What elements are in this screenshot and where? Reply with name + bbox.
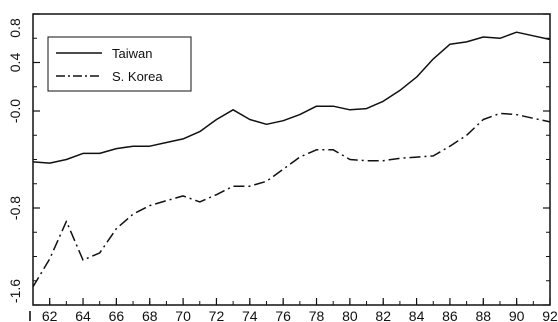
legend-box	[47, 36, 192, 92]
data-point-s-korea	[198, 200, 201, 203]
x-tick-label: 70	[175, 308, 191, 322]
data-point-s-korea	[115, 227, 118, 230]
x-tick-label: 90	[509, 308, 525, 322]
data-point-s-korea	[282, 168, 285, 171]
x-tick-label: 66	[109, 308, 125, 322]
data-point-taiwan	[115, 147, 118, 150]
data-point-taiwan	[132, 145, 135, 148]
data-point-s-korea	[498, 112, 501, 115]
data-point-taiwan	[465, 40, 468, 43]
data-point-taiwan	[148, 145, 151, 148]
data-point-taiwan	[482, 36, 485, 39]
data-point-taiwan	[82, 152, 85, 155]
x-tick-label: 62	[42, 308, 58, 322]
data-point-taiwan	[248, 118, 251, 121]
data-point-s-korea	[48, 257, 51, 260]
data-point-s-korea	[265, 180, 268, 183]
data-point-s-korea	[515, 113, 518, 116]
data-point-s-korea	[232, 185, 235, 188]
x-tick-label: 76	[275, 308, 291, 322]
legend: Taiwan S. Korea	[47, 36, 192, 92]
data-point-taiwan	[215, 118, 218, 121]
x-tick-label: 82	[375, 308, 391, 322]
data-point-taiwan	[432, 57, 435, 60]
series-line-s-korea	[32, 112, 551, 288]
x-tick-label: 92	[542, 308, 558, 322]
data-point-taiwan	[365, 107, 368, 110]
y-tick-label: -0.8	[7, 196, 23, 220]
data-point-taiwan	[398, 89, 401, 92]
data-point-taiwan	[382, 100, 385, 103]
data-point-s-korea	[465, 134, 468, 137]
data-point-taiwan	[282, 119, 285, 122]
data-point-s-korea	[532, 117, 535, 120]
data-point-s-korea	[365, 159, 368, 162]
data-point-taiwan	[315, 105, 318, 108]
data-point-s-korea	[432, 154, 435, 157]
data-point-s-korea	[132, 213, 135, 216]
y-tick-label: -0.0	[7, 99, 23, 123]
data-point-s-korea	[182, 194, 185, 197]
legend-label-taiwan: Taiwan	[112, 46, 152, 61]
x-tick-label: 78	[309, 308, 325, 322]
x-tick-label: 84	[409, 308, 425, 322]
data-point-s-korea	[98, 251, 101, 254]
data-point-taiwan	[532, 34, 535, 37]
y-tick-label: 0.8	[7, 18, 23, 38]
axis-ticks: 62 64 66 68 70 72 74 76 78 80 82 84 86 88 90 92 0.8 0.4 -0…	[7, 13, 558, 322]
data-point-taiwan	[232, 108, 235, 111]
data-point-taiwan	[98, 152, 101, 155]
data-point-taiwan	[48, 162, 51, 165]
data-point-s-korea	[165, 199, 168, 202]
data-point-s-korea	[298, 156, 301, 159]
data-point-s-korea	[148, 204, 151, 207]
x-tick-label: 74	[242, 308, 258, 322]
data-point-s-korea	[215, 193, 218, 196]
data-point-taiwan	[415, 76, 418, 79]
data-point-s-korea	[315, 148, 318, 151]
data-point-taiwan	[498, 37, 501, 40]
data-point-s-korea	[248, 185, 251, 188]
data-point-s-korea	[415, 156, 418, 159]
data-point-taiwan	[515, 31, 518, 34]
x-tick-label: 68	[142, 308, 158, 322]
data-point-s-korea	[332, 148, 335, 151]
y-tick-label: 0.4	[7, 53, 23, 73]
data-point-taiwan	[165, 141, 168, 144]
x-tick-label: 80	[342, 308, 358, 322]
data-point-taiwan	[348, 108, 351, 111]
data-point-s-korea	[448, 145, 451, 148]
data-point-s-korea	[348, 158, 351, 161]
data-point-s-korea	[382, 159, 385, 162]
series-lines	[32, 31, 551, 288]
y-tick-label: -1.6	[7, 279, 23, 303]
data-point-taiwan	[65, 158, 68, 161]
x-tick-label: 86	[442, 308, 458, 322]
data-point-taiwan	[182, 137, 185, 140]
data-point-s-korea	[398, 157, 401, 160]
data-point-s-korea	[65, 220, 68, 223]
series-line-taiwan	[32, 31, 551, 164]
legend-label-s-korea: S. Korea	[112, 69, 163, 84]
data-point-taiwan	[448, 43, 451, 46]
x-tick-label: 64	[75, 308, 91, 322]
data-point-taiwan	[332, 105, 335, 108]
data-point-s-korea	[82, 259, 85, 262]
data-point-taiwan	[265, 123, 268, 126]
x-tick-label: 88	[476, 308, 492, 322]
x-tick-label: 72	[209, 308, 225, 322]
data-point-taiwan	[198, 130, 201, 133]
data-point-taiwan	[298, 113, 301, 116]
data-point-s-korea	[482, 118, 485, 121]
